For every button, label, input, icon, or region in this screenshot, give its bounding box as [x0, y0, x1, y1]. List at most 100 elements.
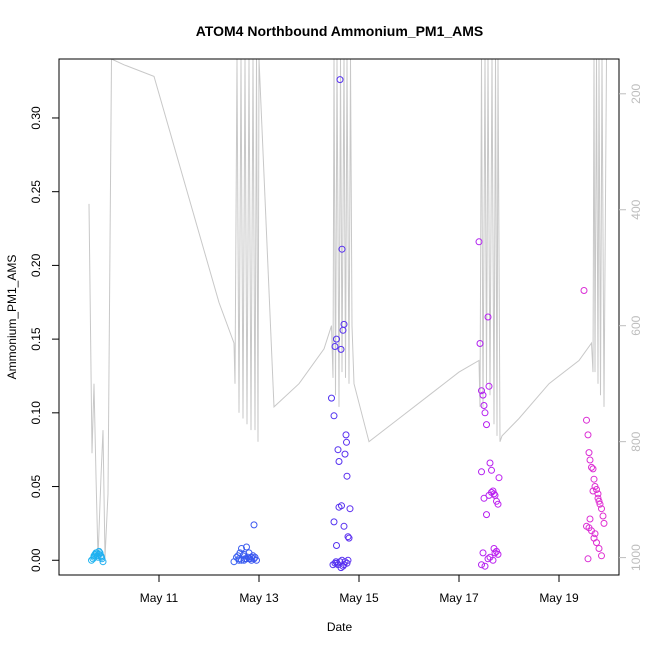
data-point — [486, 459, 494, 467]
data-point — [476, 340, 484, 347]
data-point — [250, 521, 258, 529]
data-point — [330, 518, 338, 526]
data-point — [480, 494, 488, 502]
data-point — [333, 559, 341, 567]
right-y-tick-label: 800 — [629, 431, 643, 451]
data-point — [475, 238, 483, 246]
data-point — [580, 287, 588, 294]
y-tick-label: 0.05 — [29, 474, 43, 498]
data-point — [598, 552, 605, 560]
data-point — [494, 550, 502, 558]
data-point — [333, 542, 340, 549]
data-point — [484, 313, 492, 321]
data-point — [238, 545, 245, 552]
data-point — [330, 412, 338, 420]
data-point — [338, 245, 346, 253]
data-point — [95, 547, 103, 555]
data-point — [344, 533, 352, 541]
data-point — [343, 559, 351, 567]
data-point — [343, 472, 351, 480]
data-point — [586, 456, 594, 464]
data-point — [588, 463, 595, 471]
data-point — [586, 515, 594, 523]
right-y-tick-label: 200 — [629, 83, 643, 103]
data-point — [495, 474, 503, 482]
data-point — [328, 394, 335, 402]
x-axis: May 11 May 13 May 15 May 17 May 19 — [140, 575, 579, 605]
data-point — [479, 391, 487, 399]
data-point — [345, 534, 353, 542]
y-axis-label: Ammonium_PM1_AMS — [5, 255, 19, 380]
x-tick-label: May 19 — [539, 591, 579, 605]
data-point — [484, 555, 492, 563]
data-point — [340, 320, 348, 328]
data-point — [584, 431, 592, 439]
right-y-axis: 200 400 600 800 1000 — [619, 83, 643, 571]
data-point — [340, 522, 348, 530]
data-point — [99, 558, 107, 566]
data-point — [488, 466, 495, 474]
data-point — [338, 502, 345, 510]
data-point — [589, 487, 597, 495]
data-point — [343, 438, 350, 446]
data-point — [590, 475, 598, 483]
data-point — [481, 562, 489, 570]
y-tick-label: 0.25 — [29, 180, 43, 204]
data-point — [96, 549, 104, 557]
altitude-line — [88, 59, 607, 558]
y-tick-label: 0.10 — [29, 401, 43, 425]
data-point — [336, 76, 344, 84]
data-point — [488, 488, 495, 496]
data-point — [337, 345, 345, 353]
data-point — [243, 543, 250, 551]
data-point — [594, 490, 602, 498]
data-point — [600, 519, 608, 527]
data-point — [589, 465, 597, 473]
data-point — [486, 553, 494, 561]
altitude-layer — [88, 59, 607, 558]
data-point — [235, 556, 243, 564]
right-y-tick-label: 1000 — [629, 544, 643, 571]
data-point — [596, 500, 604, 508]
data-point — [334, 446, 342, 454]
y-axis: 0.00 0.05 0.10 0.15 0.20 0.25 0.30 — [29, 106, 59, 572]
data-point — [593, 486, 600, 493]
data-point — [489, 487, 497, 495]
data-point — [338, 556, 346, 564]
data-point — [98, 553, 105, 561]
x-tick-label: May 11 — [140, 591, 179, 605]
x-axis-label: Date — [327, 620, 353, 634]
x-tick-label: May 13 — [239, 591, 279, 605]
data-point — [483, 421, 490, 429]
data-point — [238, 556, 245, 564]
data-point — [253, 556, 260, 564]
right-y-tick-label: 600 — [629, 315, 643, 335]
data-point — [483, 511, 490, 519]
chart-title: ATOM4 Northbound Ammonium_PM1_AMS — [196, 23, 484, 39]
data-point — [598, 505, 605, 513]
data-point — [583, 416, 590, 424]
data-point — [485, 382, 493, 390]
data-point — [595, 497, 603, 505]
y-tick-label: 0.30 — [29, 106, 43, 130]
data-point — [599, 512, 607, 520]
data-point — [591, 530, 599, 538]
data-point — [478, 468, 485, 476]
data-point — [234, 552, 242, 560]
data-point — [478, 387, 485, 395]
data-point — [595, 545, 603, 552]
x-tick-label: May 15 — [339, 591, 379, 605]
data-point — [333, 335, 340, 343]
right-y-tick-label: 400 — [629, 199, 643, 219]
plot-frame — [58, 58, 620, 576]
data-point — [594, 494, 602, 502]
data-point — [331, 343, 339, 350]
x-tick-label: May 17 — [439, 591, 479, 605]
data-point — [584, 555, 592, 563]
data-point — [346, 505, 354, 513]
data-point — [480, 402, 488, 409]
data-point — [481, 409, 489, 417]
data-point — [479, 549, 487, 557]
points-layer — [88, 76, 608, 572]
